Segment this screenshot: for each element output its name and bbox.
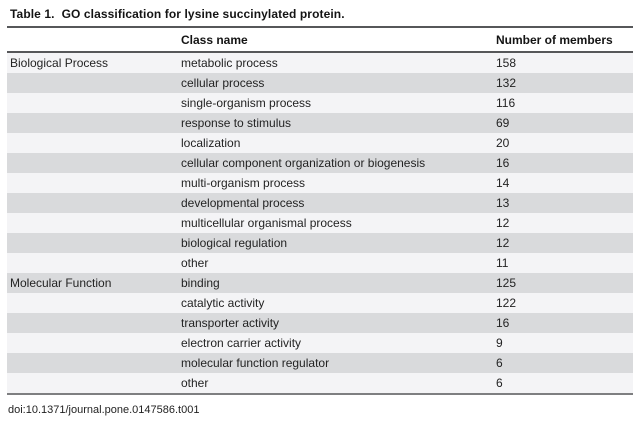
- class-name-cell: response to stimulus: [181, 116, 292, 130]
- class-name-cell: single-organism process: [181, 96, 312, 110]
- table-row: cellular process 132: [7, 73, 633, 93]
- class-name-cell: catalytic activity: [181, 296, 265, 310]
- member-count-cell: 12: [496, 216, 510, 230]
- table-row: Molecular Function binding 125: [7, 273, 633, 293]
- member-count-cell: 122: [496, 296, 517, 310]
- category-cell: Biological Process: [10, 56, 109, 70]
- class-name-cell: cellular component organization or bioge…: [181, 156, 426, 170]
- class-name-cell: molecular function regulator: [181, 356, 330, 370]
- table-row: transporter activity 16: [7, 313, 633, 333]
- member-count-cell: 132: [496, 76, 517, 90]
- table-header-row: Class name Number of members: [7, 26, 633, 53]
- class-name-cell: electron carrier activity: [181, 336, 302, 350]
- class-name-cell: metabolic process: [181, 56, 278, 70]
- member-count-cell: 16: [496, 316, 510, 330]
- table-row: molecular function regulator 6: [7, 353, 633, 373]
- class-name-cell: transporter activity: [181, 316, 280, 330]
- member-count-cell: 69: [496, 116, 510, 130]
- class-name-cell: biological regulation: [181, 236, 288, 250]
- table-row: multicellular organismal process 12: [7, 213, 633, 233]
- table-row: cellular component organization or bioge…: [7, 153, 633, 173]
- table-body: Biological Process metabolic process 158 ce…: [7, 53, 633, 395]
- member-count-cell: 6: [496, 356, 503, 370]
- table-row: multi-organism process 14: [7, 173, 633, 193]
- table-row: response to stimulus 69: [7, 113, 633, 133]
- table-caption: GO classification for lysine succinylate…: [61, 7, 345, 21]
- table-row: biological regulation 12: [7, 233, 633, 253]
- table-title: Table 1. GO classification for lysine suc…: [10, 7, 345, 21]
- class-name-cell: binding: [181, 276, 220, 290]
- member-count-cell: 9: [496, 336, 503, 350]
- member-count-cell: 116: [496, 96, 516, 110]
- table-row: developmental process 13: [7, 193, 633, 213]
- class-name-cell: localization: [181, 136, 241, 150]
- class-name-cell: other: [181, 376, 209, 390]
- table-row: single-organism process 116: [7, 93, 633, 113]
- member-count-cell: 14: [496, 176, 510, 190]
- doi-text: doi:10.1371/journal.pone.0147586.t001: [8, 404, 200, 416]
- class-name-cell: multicellular organismal process: [181, 216, 352, 230]
- member-count-cell: 125: [496, 276, 517, 290]
- member-count-cell: 20: [496, 136, 510, 150]
- column-header-number-of-members: Number of members: [496, 32, 613, 47]
- class-name-cell: other: [181, 256, 209, 270]
- member-count-cell: 13: [496, 196, 510, 210]
- member-count-cell: 158: [496, 56, 517, 70]
- member-count-cell: 11: [496, 256, 509, 270]
- table-row: electron carrier activity 9: [7, 333, 633, 353]
- table-row: other 11: [7, 253, 633, 273]
- table-number-label: Table 1.: [10, 7, 55, 21]
- table-row: Biological Process metabolic process 158: [7, 53, 633, 73]
- class-name-cell: developmental process: [181, 196, 305, 210]
- member-count-cell: 16: [496, 156, 510, 170]
- member-count-cell: 6: [496, 376, 503, 390]
- category-cell: Molecular Function: [10, 276, 112, 290]
- table-row: other 6: [7, 373, 633, 393]
- column-header-class-name: Class name: [181, 32, 248, 47]
- go-classification-table: Class name Number of members Biological …: [7, 26, 633, 395]
- class-name-cell: multi-organism process: [181, 176, 306, 190]
- table-row: localization 20: [7, 133, 633, 153]
- member-count-cell: 12: [496, 236, 510, 250]
- class-name-cell: cellular process: [181, 76, 265, 90]
- table-row: catalytic activity 122: [7, 293, 633, 313]
